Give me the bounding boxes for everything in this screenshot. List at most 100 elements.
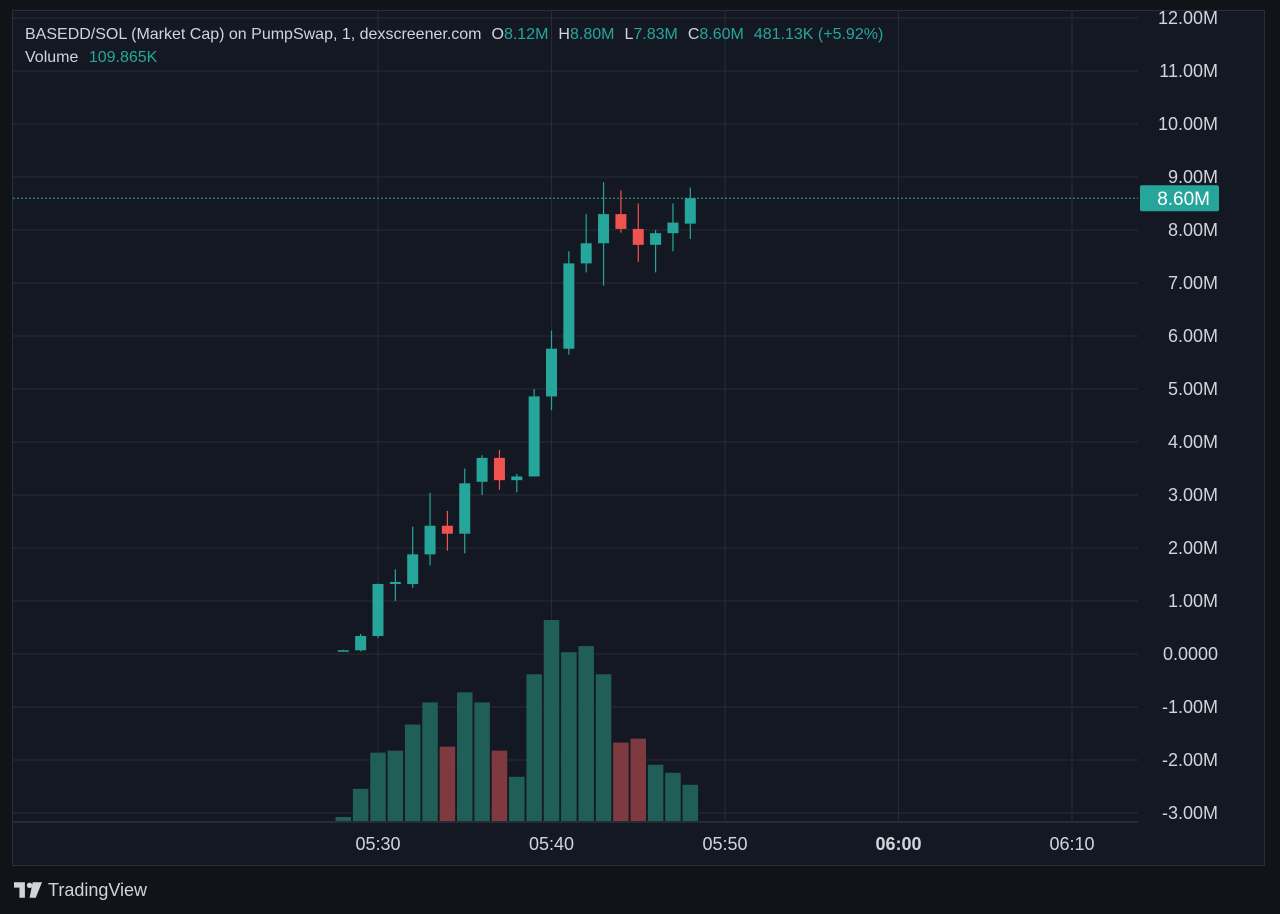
tradingview-branding[interactable]: TradingView [14, 878, 147, 902]
volume-bar [352, 788, 369, 821]
volume-bar [509, 776, 525, 821]
candle-body [546, 348, 557, 397]
candle-body [389, 581, 401, 585]
candle-body [598, 214, 610, 244]
time-tick-label: 05:40 [529, 834, 574, 854]
candle [684, 187, 696, 240]
candle [615, 190, 627, 233]
current-price-tag: 8.60M [1140, 185, 1219, 212]
price-tick-label: 9.00M [1168, 167, 1218, 187]
time-tick-label: 05:30 [355, 834, 400, 854]
volume-bar [491, 750, 508, 821]
candle [650, 230, 662, 273]
price-tick-label: 0.0000 [1163, 644, 1218, 664]
price-tick-label: 10.00M [1158, 114, 1218, 134]
candle-body [632, 228, 644, 245]
price-tick-label: 2.00M [1168, 538, 1218, 558]
price-tick-label: 12.00M [1158, 8, 1218, 28]
candle [667, 203, 679, 252]
candle [598, 182, 610, 286]
low-label: L [624, 26, 634, 43]
candle [372, 583, 384, 639]
close-value: 8.60M [699, 26, 744, 43]
volume-legend: Volume 109.865K [25, 49, 157, 67]
candle-body [441, 525, 453, 534]
price-tick-label: -3.00M [1162, 803, 1218, 823]
volume-value: 109.865K [88, 49, 158, 66]
price-tick-label: 1.00M [1168, 591, 1218, 611]
change-value: 481.13K (+5.92%) [753, 26, 884, 43]
candle-body [355, 635, 367, 651]
candle-body [424, 525, 436, 555]
high-label: H [558, 26, 570, 43]
price-tick-label: 6.00M [1168, 326, 1218, 346]
candles [337, 182, 696, 652]
candle [441, 510, 453, 551]
candle [337, 649, 349, 652]
candle [528, 389, 540, 477]
price-tick-label: 7.00M [1168, 273, 1218, 293]
tradingview-label: TradingView [48, 879, 148, 900]
candle-body [372, 584, 384, 636]
candle [580, 214, 592, 273]
price-tick-label: 3.00M [1168, 485, 1218, 505]
candle [546, 330, 557, 411]
volume-bar [647, 764, 664, 821]
candle-body [407, 554, 419, 585]
candle [493, 449, 505, 490]
candle [459, 468, 471, 554]
volume-label[interactable]: Volume [25, 49, 79, 66]
current-price-tag-bg [1140, 185, 1219, 212]
time-tick-label: 06:00 [875, 834, 921, 854]
time-axis: 05:30 05:40 05:50 06:00 06:10 [355, 834, 1094, 854]
candle-body [650, 233, 662, 245]
chart-frame[interactable] [12, 10, 1265, 866]
time-tick-label: 06:10 [1049, 834, 1094, 854]
price-axis: 12.00M 11.00M 10.00M 9.00M 8.00M 7.00M 6.00M 5.… [1158, 8, 1218, 823]
candle [389, 569, 401, 601]
grid-lines [13, 11, 1138, 823]
candle-body [476, 457, 488, 482]
volume-bar [526, 674, 542, 821]
volume-bar [682, 784, 699, 821]
price-tick-label: 5.00M [1168, 379, 1218, 399]
candle-body [459, 483, 471, 534]
candle-body [511, 476, 523, 481]
volume-bar [561, 652, 577, 821]
volume-bar [370, 752, 386, 821]
low-value: 7.83M [633, 26, 678, 43]
candle [476, 455, 488, 495]
price-tick-label: 4.00M [1168, 432, 1218, 452]
candle [563, 251, 575, 355]
price-tick-label: 11.00M [1159, 61, 1218, 81]
candle-body [493, 457, 505, 481]
volume-bar [439, 746, 456, 821]
candle [511, 473, 523, 493]
volume-bar [630, 738, 646, 821]
symbol-title[interactable]: BASEDD/SOL (Market Cap) on PumpSwap, 1, … [25, 26, 482, 43]
open-value: 8.12M [503, 26, 549, 43]
tradingview-logo-icon [14, 882, 42, 898]
high-value: 8.80M [569, 26, 615, 43]
chart-legend: BASEDD/SOL (Market Cap) on PumpSwap, 1, … [25, 26, 883, 44]
volume-bar [422, 702, 438, 821]
candle [407, 526, 419, 588]
volume-bar [613, 742, 629, 821]
price-tick-label: -2.00M [1162, 750, 1218, 770]
candle-body [667, 222, 679, 234]
candle-body [563, 263, 575, 349]
volume-bar [335, 816, 352, 821]
open-label: O [491, 26, 504, 43]
volume-bar [543, 620, 560, 821]
volume-bar [595, 674, 612, 821]
volume-bar [457, 692, 473, 821]
volume-bar [404, 724, 421, 821]
candle [355, 633, 367, 652]
volume-bars [335, 620, 699, 821]
candle-body [615, 214, 627, 229]
close-label: C [687, 26, 700, 43]
volume-bar [665, 772, 681, 821]
candle-body [580, 243, 592, 264]
candle [424, 492, 436, 566]
